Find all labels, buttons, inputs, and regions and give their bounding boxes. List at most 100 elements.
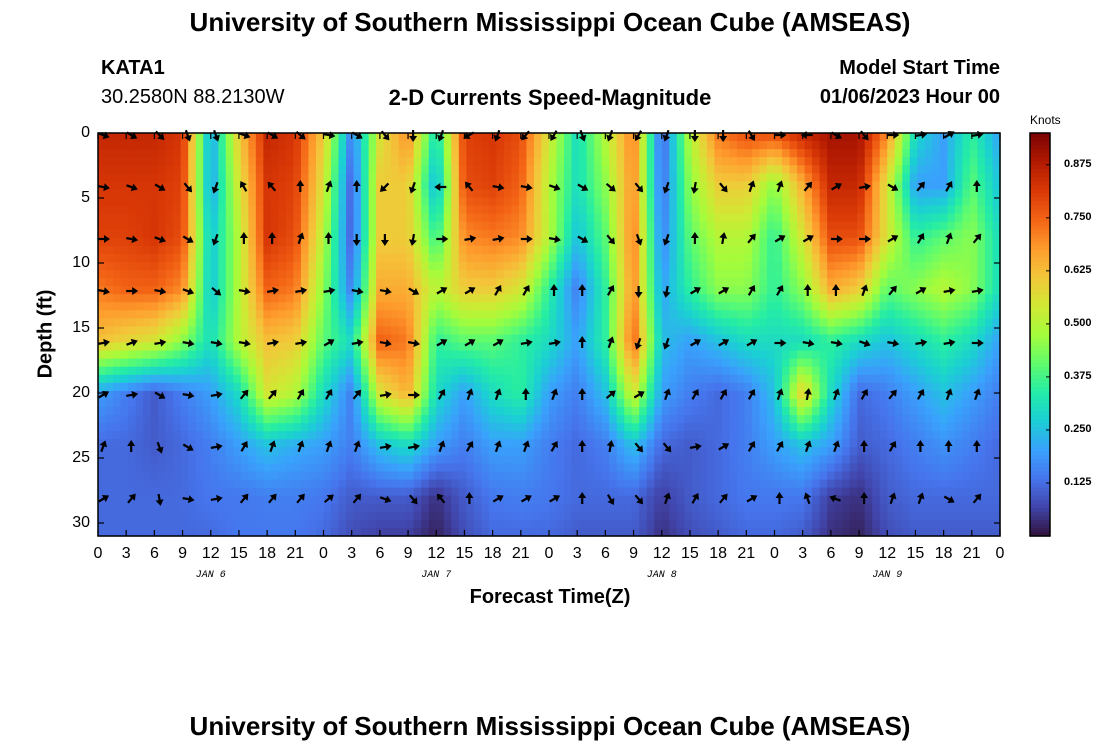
heatmap-cell [939,431,948,440]
heatmap-cell [954,165,964,174]
heatmap-cell [285,181,295,191]
heatmap-cell [887,237,896,247]
heatmap-cell [887,141,896,150]
heatmap-cell [744,189,753,199]
heatmap-cell [699,366,708,376]
heatmap-cell [338,253,347,263]
heatmap-cell [255,181,264,191]
heatmap-cell [338,366,347,376]
heatmap-cell [586,213,595,223]
heatmap-cell [533,237,543,247]
heatmap-cell [533,407,543,416]
heatmap-cell [864,165,873,174]
heatmap-cell [939,261,948,271]
station-id: KATA1 [101,57,165,79]
heatmap-cell [331,447,340,456]
heatmap-cell [248,261,257,271]
heatmap-cell [579,423,588,432]
heatmap-cell [135,253,144,263]
heatmap-cell [113,374,122,384]
heatmap-cell [887,165,896,174]
heatmap-cell [624,141,633,150]
heatmap-cell [736,229,746,239]
heatmap-cell [383,213,392,223]
heatmap-cell [804,350,813,360]
heatmap-cell [646,302,655,311]
heatmap-cell [541,149,550,158]
heatmap-cell [902,358,911,368]
heatmap-cell [503,326,513,336]
heatmap-cell [255,189,264,199]
heatmap-cell [706,181,715,191]
heatmap-cell [278,213,287,223]
heatmap-cell [879,318,888,328]
heatmap-cell [564,286,573,295]
heatmap-cell [308,407,317,416]
heatmap-cell [391,205,400,215]
heatmap-cell [308,390,317,400]
heatmap-cell [376,165,385,174]
heatmap-cell [120,407,129,416]
heatmap-cell [857,374,866,384]
heatmap-cell [714,261,723,271]
heatmap-cell [947,165,956,174]
heatmap-cell [601,407,610,416]
heatmap-cell [624,197,633,207]
heatmap-cell [158,423,167,432]
heatmap-cell [195,390,204,400]
heatmap-cell [849,197,858,207]
heatmap-cell [203,350,212,360]
heatmap-cell [654,342,663,352]
heatmap-cell [797,165,806,174]
heatmap-cell [173,237,182,247]
heatmap-cell [751,350,761,360]
heatmap-cell [481,221,490,231]
heatmap-cell [834,318,843,328]
heatmap-cell [691,141,700,150]
heatmap-cell [511,181,520,191]
heatmap-cell [744,407,753,416]
heatmap-cell [533,173,543,182]
heatmap-cell [962,439,971,448]
heatmap-cell [338,278,347,287]
heatmap-cell [413,229,422,239]
heatmap-cell [947,334,956,344]
heatmap-cell [323,310,332,319]
heatmap-cell [323,382,332,392]
heatmap-cell [819,294,828,303]
heatmap-cell [315,366,325,376]
heatmap-cell [496,455,505,465]
heatmap-cell [511,415,520,424]
heatmap-cell [263,181,272,191]
heatmap-cell [992,253,1001,263]
heatmap-cell [263,286,272,295]
heatmap-cell [729,382,738,392]
heatmap-cell [278,270,287,279]
heatmap-cell [173,157,182,166]
heatmap-cell [669,302,678,311]
heatmap-cell [766,326,776,336]
heatmap-cell [323,342,332,352]
heatmap-cell [210,334,219,344]
heatmap-cell [421,165,430,174]
heatmap-cell [376,374,385,384]
heatmap-cell [879,334,888,344]
heatmap-cell [413,407,422,416]
heatmap-cell [293,157,302,166]
heatmap-cell [879,173,888,182]
heatmap-cell [834,229,843,239]
heatmap-cell [729,253,738,263]
heatmap-cell [834,165,843,174]
heatmap-cell [203,398,212,408]
heatmap-cell [744,342,753,352]
heatmap-cell [571,431,580,440]
heatmap-cell [736,334,746,344]
heatmap-cell [533,431,543,440]
heatmap-cell [195,415,204,424]
heatmap-cell [180,423,189,432]
heatmap-cell [736,149,746,158]
heatmap-cell [443,141,452,150]
heatmap-cell [466,398,475,408]
heatmap-cell [872,455,881,465]
heatmap-cell [233,423,242,432]
